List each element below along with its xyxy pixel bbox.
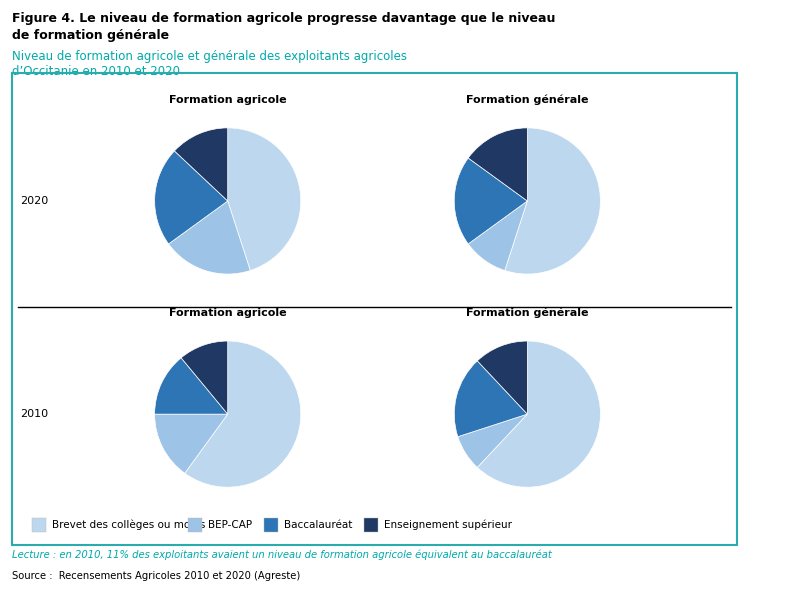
Text: Brevet des collèges ou moins: Brevet des collèges ou moins (52, 519, 205, 530)
Text: 2020: 2020 (20, 196, 48, 206)
Wedge shape (455, 158, 527, 244)
Text: Lecture : en 2010, 11% des exploitants avaient un niveau de formation agricole é: Lecture : en 2010, 11% des exploitants a… (12, 550, 552, 560)
Text: Formation agricole: Formation agricole (169, 95, 287, 105)
Wedge shape (505, 128, 600, 274)
Text: Niveau de formation agricole et générale des exploitants agricoles: Niveau de formation agricole et générale… (12, 50, 407, 63)
Wedge shape (477, 341, 527, 414)
Text: de formation générale: de formation générale (12, 29, 169, 42)
Text: Source :  Recensements Agricoles 2010 et 2020 (Agreste): Source : Recensements Agricoles 2010 et … (12, 571, 300, 580)
Wedge shape (185, 341, 300, 487)
Wedge shape (155, 151, 228, 244)
Text: Formation générale: Formation générale (466, 308, 589, 318)
Wedge shape (228, 128, 300, 270)
Wedge shape (477, 341, 600, 487)
Wedge shape (458, 414, 527, 467)
Text: Formation agricole: Formation agricole (169, 308, 287, 318)
Text: Enseignement supérieur: Enseignement supérieur (384, 519, 511, 530)
Wedge shape (455, 361, 527, 437)
Text: BEP-CAP: BEP-CAP (208, 520, 252, 530)
Wedge shape (155, 414, 228, 473)
Text: 2010: 2010 (20, 409, 48, 419)
Text: Baccalauréat: Baccalauréat (284, 520, 352, 530)
Text: Figure 4. Le niveau de formation agricole progresse davantage que le niveau: Figure 4. Le niveau de formation agricol… (12, 12, 555, 25)
Wedge shape (468, 201, 527, 270)
Wedge shape (181, 341, 228, 414)
Wedge shape (155, 358, 228, 414)
Text: Formation générale: Formation générale (466, 94, 589, 105)
Text: d’Occitanie en 2010 et 2020: d’Occitanie en 2010 et 2020 (12, 65, 180, 78)
Wedge shape (169, 201, 250, 274)
Wedge shape (174, 128, 228, 201)
Wedge shape (468, 128, 527, 201)
